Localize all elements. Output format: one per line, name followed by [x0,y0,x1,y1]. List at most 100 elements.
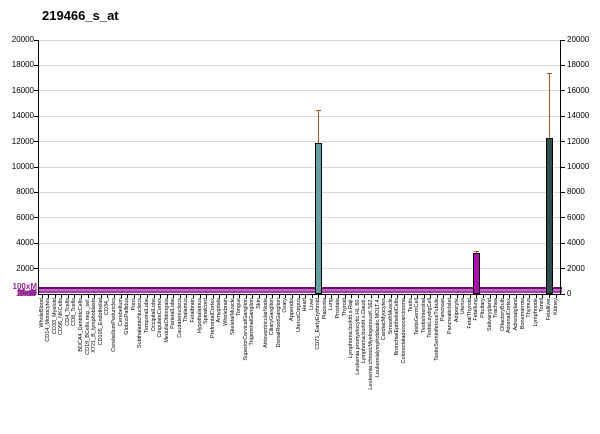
x-tick [351,295,353,298]
x-tick [107,295,109,298]
y-tick-right [561,293,565,295]
x-tick [324,295,326,298]
error-bar-cap-CD71_EarlyErythroid [316,109,322,111]
x-tick [469,295,471,298]
y-tick-label-right: 14000 [567,111,590,121]
x-tick [417,295,419,298]
error-bar-Fetallung [476,250,478,254]
x-tick [258,295,260,298]
x-tick [390,295,392,298]
y-tick-right [561,242,565,244]
y-gridline [38,242,560,244]
x-tick [311,295,313,298]
y-tick-label-right: 16000 [567,85,590,95]
y-tick-left [34,39,38,41]
y-axis-right [560,40,561,294]
x-tick [265,295,267,298]
y-tick-label-left: 10000 [11,162,34,171]
x-tick [397,295,399,298]
x-tick [54,295,56,298]
x-tick [120,295,122,298]
y-tick-label-left: 14000 [11,111,34,121]
x-tick [305,295,307,298]
x-tick [173,295,175,298]
x-tick [502,295,504,298]
x-tick [239,295,241,298]
reference-line-10xM [38,291,562,294]
x-tick [133,295,135,298]
x-tick [252,295,254,298]
x-tick [153,295,155,298]
y-tick-label-right: 0 [567,289,572,298]
x-tick [61,295,63,298]
y-tick-right [561,90,565,92]
y-tick-left [34,115,38,117]
y-tick-label-left: 4000 [16,238,34,248]
ref-label-100xM: 100xM [12,282,37,291]
x-tick [357,295,359,298]
x-tick [555,295,557,298]
x-tick [515,295,517,298]
ref-label-3xM: 3xM [19,289,35,298]
x-tick [443,295,445,298]
y-tick-right [561,268,565,270]
x-tick [463,295,465,298]
y-tick-label-left: 12000 [11,136,34,146]
y-gridline [38,217,560,219]
y-tick-right [561,217,565,219]
x-tick [542,295,544,298]
y-tick-label-right: 10000 [567,162,590,171]
ref-label-30xM: 30xM [16,288,37,297]
y-tick-left [34,268,38,270]
reference-line-100xM [38,286,562,289]
x-tick [160,295,162,298]
x-tick [535,295,537,298]
x-axis [38,294,561,295]
bar-Fetallung [473,253,481,294]
x-tick [113,295,115,298]
x-tick [48,295,50,298]
x-tick [476,295,478,298]
x-tick [81,295,83,298]
y-tick-right [561,191,565,193]
x-tick [291,295,293,298]
y-tick-label-right: 20000 [567,35,590,44]
y-tick-label-right: 4000 [567,238,585,248]
y-gridline [38,166,560,168]
y-tick-right [561,64,565,66]
y-tick-left [34,64,38,66]
y-tick-left [34,191,38,193]
x-tick [140,295,142,298]
x-tick [94,295,96,298]
y-gridline [38,268,560,270]
x-tick [344,295,346,298]
x-tick [74,295,76,298]
x-tick [212,295,214,298]
x-tick [496,295,498,298]
x-tick [450,295,452,298]
y-tick-label-left: 8000 [16,187,34,197]
error-bar-CD71_EarlyErythroid [318,109,320,143]
x-tick [285,295,287,298]
y-tick-label-right: 18000 [567,60,590,70]
x-tick [483,295,484,298]
x-tick [219,295,221,298]
x-tick [370,295,372,298]
error-bar-cap-Fetallung [474,250,480,252]
y-tick-label-right: 12000 [567,136,590,146]
x-tick [364,295,366,298]
x-tick [377,295,379,298]
x-tick [245,295,247,298]
x-tick [548,295,550,298]
y-tick-label-left: 20000 [11,35,34,44]
ref-label-10xM: 10xM [15,289,36,298]
x-tick [166,295,168,298]
x-tick [186,295,188,298]
y-tick-label-left: 2000 [16,263,34,273]
y-tick-right [561,39,565,41]
x-tick [436,295,438,298]
x-axis-label-Kidney: Kidney [552,298,560,315]
x-tick [146,295,148,298]
y-tick-label-left: 18000 [11,60,34,70]
